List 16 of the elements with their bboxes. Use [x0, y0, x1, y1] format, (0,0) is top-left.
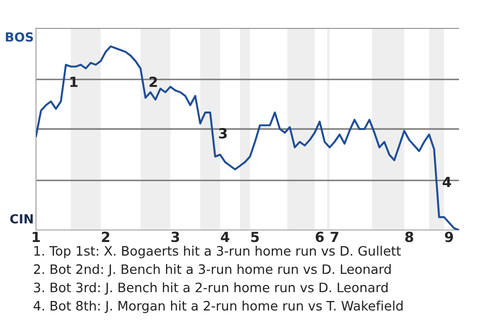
x-tick-label: 5 [251, 232, 259, 242]
text: 3. Bot 3rd: J. Bench hit a 2-run home run vs D. Leonard [34, 282, 388, 295]
text: 2. Bot 2nd: J. Bench hit a 3-run home run vs D. Leonard [34, 264, 391, 276]
x-tick-label: 6 [316, 232, 324, 242]
x-tick-label: 3 [171, 232, 180, 242]
text: 1. Top 1st: X. Bogaerts hit a 3-run home run vs D. Gullett [34, 246, 401, 258]
text: 4. Bot 8th: J. Morgan hit a 2-run home run vs T. Wakefield [34, 300, 403, 314]
x-tick-label: 1 [32, 232, 40, 242]
x-tick-label: 8 [405, 232, 414, 242]
text: CIN [10, 214, 33, 224]
text: BOS [6, 32, 33, 42]
x-tick-label: 2 [102, 232, 110, 242]
x-tick-label: 7 [330, 232, 338, 242]
x-tick-label: 9 [444, 232, 453, 242]
x-tick-label: 4 [220, 232, 230, 242]
annotation: 3 [219, 128, 227, 139]
